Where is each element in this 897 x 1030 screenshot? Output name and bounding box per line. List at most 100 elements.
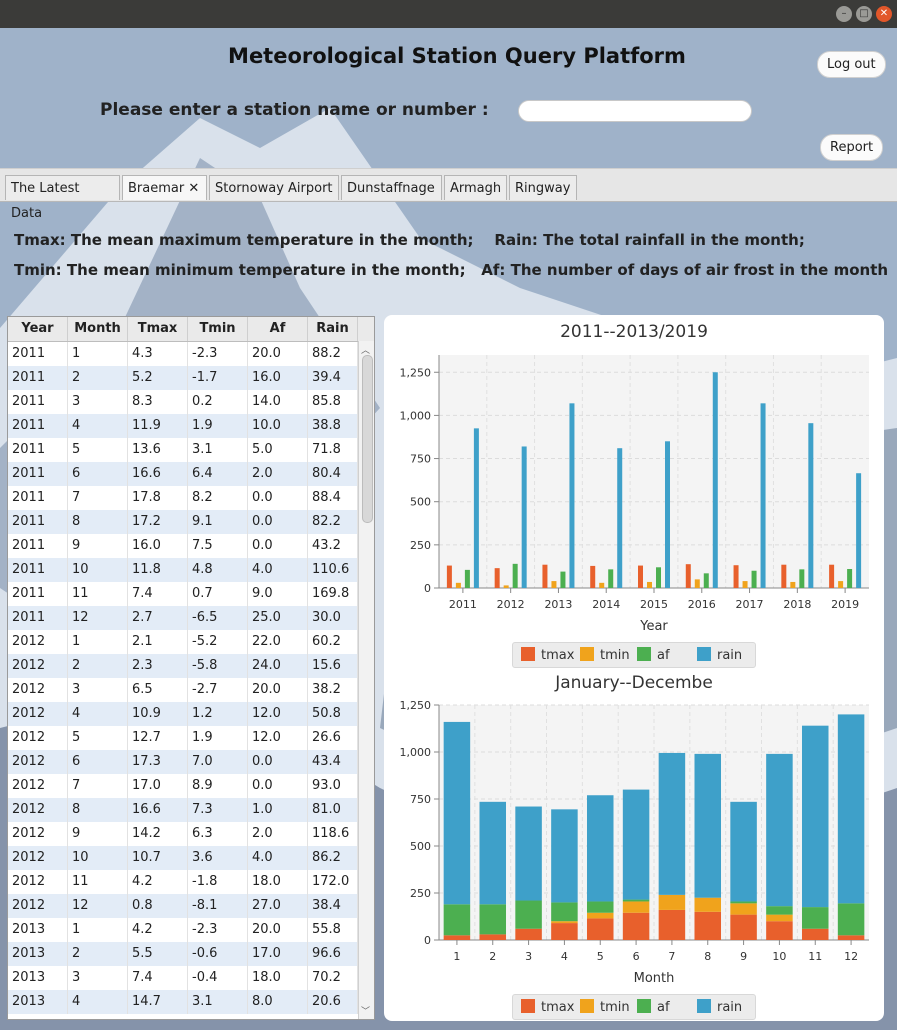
table-cell: 4.3 [128, 342, 188, 366]
y-tick-label: 1,250 [400, 366, 432, 379]
table-cell: 38.4 [308, 894, 358, 918]
table-cell: 17.0 [128, 774, 188, 798]
table-row[interactable]: 2011 10 11.8 4.8 4.0 110.6 [8, 558, 374, 582]
table-row[interactable]: 2011 6 16.6 6.4 2.0 80.4 [8, 462, 374, 486]
scroll-up-icon[interactable]: ︿ [361, 346, 371, 356]
table-cell: 15.6 [308, 654, 358, 678]
table-row[interactable]: 2012 2 2.3 -5.8 24.0 15.6 [8, 654, 374, 678]
close-icon[interactable]: ✕ [876, 6, 892, 22]
table-row[interactable]: 2011 4 11.9 1.9 10.0 38.8 [8, 414, 374, 438]
table-row[interactable]: 2011 1 4.3 -2.3 20.0 88.2 [8, 342, 374, 366]
legend-label: tmax [541, 648, 575, 663]
table-row[interactable]: 2012 12 0.8 -8.1 27.0 38.4 [8, 894, 374, 918]
maximize-icon[interactable]: □ [856, 6, 872, 22]
table-cell: 2012 [8, 894, 68, 918]
table-cell: 5 [68, 726, 128, 750]
table-cell: 0.7 [188, 582, 248, 606]
column-header-month[interactable]: Month [68, 317, 128, 341]
plot-area [439, 705, 869, 940]
minimize-icon[interactable]: – [836, 6, 852, 22]
tab-close-icon[interactable]: ✕ [188, 181, 200, 196]
legend-item-af: af [637, 647, 670, 664]
column-header-rain[interactable]: Rain [308, 317, 358, 341]
table-row[interactable]: 2011 9 16.0 7.5 0.0 43.2 [8, 534, 374, 558]
scroll-down-icon[interactable]: ﹀ [361, 1007, 371, 1017]
table-cell: 2011 [8, 582, 68, 606]
bar-rain [622, 789, 650, 900]
table-row[interactable]: 2012 6 17.3 7.0 0.0 43.4 [8, 750, 374, 774]
table-cell: 4 [68, 702, 128, 726]
table-cell: 0.0 [248, 510, 308, 534]
table-row[interactable]: 2012 9 14.2 6.3 2.0 118.6 [8, 822, 374, 846]
table-row[interactable]: 2011 8 17.2 9.1 0.0 82.2 [8, 510, 374, 534]
x-tick-label: 2017 [736, 598, 764, 611]
table-row[interactable]: 2011 11 7.4 0.7 9.0 169.8 [8, 582, 374, 606]
bar-tmax [446, 565, 452, 588]
data-table[interactable]: Year Month Tmax Tmin Af Rain 2011 1 4.3 -2.3 20.0… [7, 316, 375, 1020]
table-scrollbar[interactable]: ︿ ﹀ [358, 341, 374, 1019]
table-row[interactable]: 2013 4 14.7 3.1 8.0 20.6 [8, 990, 374, 1014]
search-prompt-label: Please enter a station name or number : [100, 100, 489, 120]
table-cell: 86.2 [308, 846, 358, 870]
table-row[interactable]: 2011 3 8.3 0.2 14.0 85.8 [8, 390, 374, 414]
column-header-af[interactable]: Af [248, 317, 308, 341]
station-search-input[interactable] [518, 100, 752, 122]
table-row[interactable]: 2013 2 5.5 -0.6 17.0 96.6 [8, 942, 374, 966]
legend-swatch [637, 999, 651, 1013]
table-row[interactable]: 2012 1 2.1 -5.2 22.0 60.2 [8, 630, 374, 654]
table-cell: 2012 [8, 870, 68, 894]
plot-area [439, 355, 869, 588]
column-header-tmin[interactable]: Tmin [188, 317, 248, 341]
x-tick-label: 2 [489, 950, 496, 963]
x-tick-label: 1 [453, 950, 460, 963]
table-cell: 5.2 [128, 366, 188, 390]
tab-ringway[interactable]: Ringway [509, 175, 577, 200]
table-cell: 2011 [8, 366, 68, 390]
table-row[interactable]: 2013 3 7.4 -0.4 18.0 70.2 [8, 966, 374, 990]
tab-armagh[interactable]: Armagh [444, 175, 507, 200]
bar-tmin [551, 581, 557, 588]
table-row[interactable]: 2011 2 5.2 -1.7 16.0 39.4 [8, 366, 374, 390]
table-cell: 2012 [8, 798, 68, 822]
table-cell: -1.7 [188, 366, 248, 390]
legend-swatch [521, 647, 535, 661]
scroll-thumb[interactable] [362, 355, 373, 523]
tab-the-latest-data[interactable]: The Latest Data [5, 175, 120, 221]
x-tick-label: 2012 [497, 598, 525, 611]
tab-stornoway-airport[interactable]: Stornoway Airport [209, 175, 339, 200]
table-cell: 2.3 [128, 654, 188, 678]
logout-button[interactable]: Log out [817, 51, 886, 78]
table-cell: 6.3 [188, 822, 248, 846]
table-row[interactable]: 2012 8 16.6 7.3 1.0 81.0 [8, 798, 374, 822]
table-row[interactable]: 2012 5 12.7 1.9 12.0 26.6 [8, 726, 374, 750]
legend-item-tmax: tmax [521, 999, 574, 1016]
table-cell: 2.1 [128, 630, 188, 654]
table-cell: 1 [68, 342, 128, 366]
column-header-year[interactable]: Year [8, 317, 68, 341]
bar-tmin [622, 901, 650, 913]
table-row[interactable]: 2012 3 6.5 -2.7 20.0 38.2 [8, 678, 374, 702]
table-row[interactable]: 2012 7 17.0 8.9 0.0 93.0 [8, 774, 374, 798]
table-cell: 6 [68, 462, 128, 486]
tab-braemar[interactable]: Braemar ✕ [122, 175, 207, 200]
table-cell: 8 [68, 798, 128, 822]
table-row[interactable]: 2011 7 17.8 8.2 0.0 88.4 [8, 486, 374, 510]
table-row[interactable]: 2011 12 2.7 -6.5 25.0 30.0 [8, 606, 374, 630]
report-button[interactable]: Report [820, 134, 884, 161]
bar-rain [617, 448, 623, 588]
table-row[interactable]: 2011 5 13.6 3.1 5.0 71.8 [8, 438, 374, 462]
legend-swatch [580, 647, 594, 661]
table-cell: 2012 [8, 726, 68, 750]
table-cell: 38.8 [308, 414, 358, 438]
column-header-tmax[interactable]: Tmax [128, 317, 188, 341]
table-row[interactable]: 2012 11 4.2 -1.8 18.0 172.0 [8, 870, 374, 894]
table-row[interactable]: 2013 1 4.2 -2.3 20.0 55.8 [8, 918, 374, 942]
table-cell: -2.7 [188, 678, 248, 702]
table-row[interactable]: 2012 10 10.7 3.6 4.0 86.2 [8, 846, 374, 870]
yearly-chart-legend: tmax tmin af rain [512, 642, 756, 668]
bar-tmax [766, 921, 793, 940]
table-row[interactable]: 2012 4 10.9 1.2 12.0 50.8 [8, 702, 374, 726]
table-cell: -0.4 [188, 966, 248, 990]
table-cell: 2011 [8, 438, 68, 462]
tab-dunstaffnage[interactable]: Dunstaffnage [341, 175, 442, 200]
